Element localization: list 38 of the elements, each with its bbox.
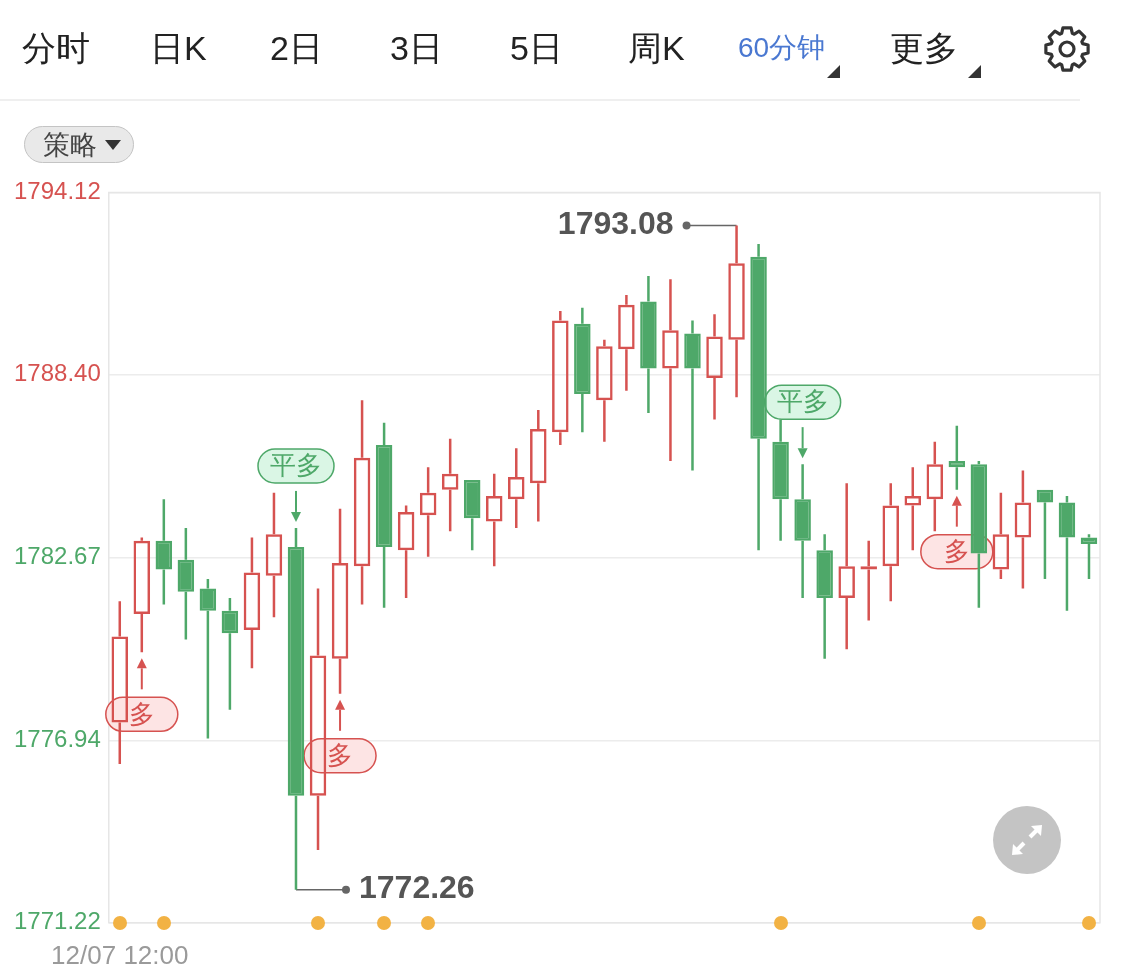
candlestick	[1036, 489, 1054, 581]
y-tick-label: 1788.40	[13, 359, 101, 387]
candlestick	[375, 421, 393, 609]
annotation: 1772.26	[358, 869, 475, 906]
candlestick	[640, 274, 657, 415]
y-tick-label: 1771.22	[13, 907, 101, 935]
y-tick-label: 1782.67	[13, 542, 101, 570]
candlestick	[816, 533, 833, 660]
tab-label: 日K	[150, 28, 207, 69]
candlestick	[970, 459, 988, 609]
candlestick	[199, 577, 217, 740]
annotation: 多	[943, 535, 970, 566]
candlestick	[794, 462, 811, 600]
x-tick-label: 12/07 12:00	[51, 939, 189, 970]
candlestick	[287, 526, 305, 891]
tab-label: 60分钟	[738, 31, 826, 65]
candlestick	[948, 424, 966, 491]
candlestick	[684, 319, 701, 472]
tab-label: 3日	[390, 28, 443, 69]
tab-label: 5日	[510, 28, 563, 69]
candlestick	[221, 596, 239, 711]
y-tick-label: 1776.94	[13, 724, 101, 752]
annotation: 多	[128, 698, 155, 729]
annotation: 1793.08	[557, 205, 674, 242]
annotation: 平多	[776, 386, 829, 417]
annotation: 平多	[269, 450, 322, 481]
candlestick	[463, 480, 481, 552]
tab-label: 更多	[890, 28, 958, 69]
candlestick	[1058, 494, 1076, 613]
y-tick-label: 1794.12	[13, 177, 101, 205]
tab-label: 分时	[22, 28, 90, 69]
annotation: 多	[327, 739, 354, 770]
candlestick	[574, 306, 591, 434]
tab-label: 2日	[270, 28, 323, 69]
dropdown: 策略	[24, 126, 134, 163]
candlestick	[177, 526, 195, 641]
tab-label: 周K	[628, 28, 685, 69]
candlestick	[155, 497, 173, 606]
